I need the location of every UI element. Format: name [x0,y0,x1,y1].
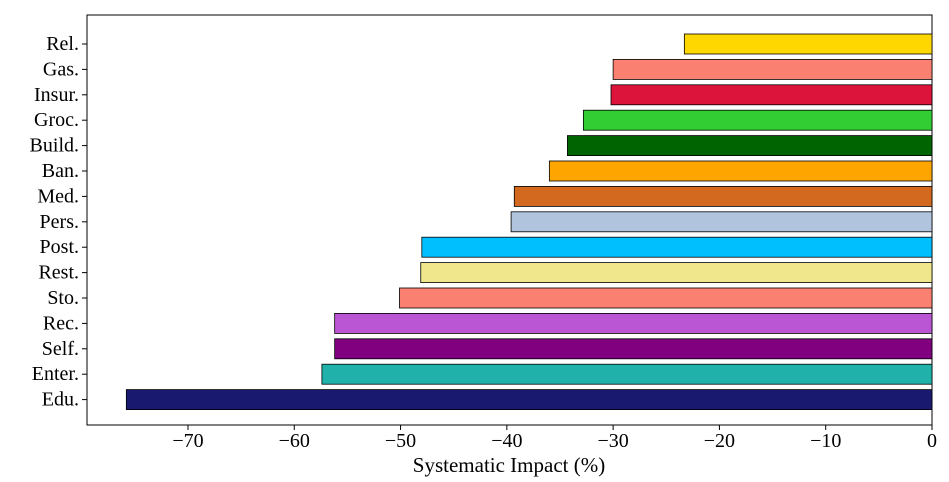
x-axis-ticks: −70 −60 −50 −40 −30 −20 −10 0 [172,425,937,452]
bars-group [125,33,933,411]
bar-rel [683,33,933,55]
x-tick-label: −10 [810,430,841,452]
x-tick-label: −20 [704,430,735,452]
bar-gas [612,59,933,80]
category-label: Groc. [34,109,79,131]
category-label: Ban. [42,160,79,182]
bar-enter [321,363,933,385]
category-label: Rel. [46,33,79,55]
x-tick-label: −60 [279,430,310,452]
bar-rec [334,312,933,334]
bar-insur [610,84,933,106]
category-label: Rec. [43,312,79,334]
category-label: Edu. [42,389,79,411]
x-tick-label: −70 [172,430,203,452]
x-tick-label: −50 [385,430,416,452]
category-label: Post. [40,236,79,258]
category-label: Gas. [43,58,79,80]
category-label: Insur. [34,84,79,106]
category-label: Med. [37,185,79,207]
bar-edu [125,389,933,411]
bar-post [421,236,933,258]
bar-pers [510,211,933,233]
bar-self [334,338,933,360]
category-label: Pers. [40,211,79,233]
bar-sto [399,287,933,309]
x-tick-label: −40 [491,430,522,452]
category-label: Enter. [32,363,79,385]
category-label: Sto. [47,287,79,309]
x-tick-label: 0 [927,430,937,452]
category-labels: Rel. Gas. Insur. Groc. Build. Ban. Med. Pers. Po… [30,33,87,411]
x-tick-label: −30 [597,430,628,452]
bar-med [513,185,933,207]
category-label: Self. [42,338,79,360]
bar-groc [582,109,933,131]
bar-build [567,135,933,157]
category-label: Rest. [38,262,79,284]
category-label: Build. [30,135,79,157]
bar-rest [420,262,933,284]
bar-ban [548,160,933,182]
x-axis-title: Systematic Impact (%) [413,453,605,477]
